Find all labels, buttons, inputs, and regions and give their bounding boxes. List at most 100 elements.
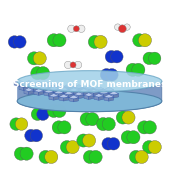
Circle shape [116, 111, 129, 124]
Circle shape [143, 121, 156, 134]
Polygon shape [79, 89, 89, 92]
Polygon shape [104, 97, 109, 101]
Polygon shape [79, 87, 84, 91]
Polygon shape [64, 86, 69, 91]
Polygon shape [54, 89, 59, 93]
Polygon shape [89, 88, 94, 92]
Circle shape [83, 134, 96, 147]
Circle shape [115, 24, 121, 30]
Polygon shape [109, 94, 114, 98]
Polygon shape [99, 93, 104, 97]
Polygon shape [109, 91, 119, 95]
Circle shape [74, 61, 82, 69]
Polygon shape [14, 80, 24, 83]
Circle shape [126, 63, 139, 76]
Polygon shape [94, 92, 99, 96]
Circle shape [94, 35, 107, 49]
Polygon shape [114, 94, 119, 98]
Circle shape [148, 140, 161, 154]
Circle shape [129, 150, 142, 163]
Circle shape [37, 67, 50, 80]
Polygon shape [104, 94, 114, 98]
Polygon shape [59, 85, 64, 90]
Polygon shape [54, 83, 64, 87]
Polygon shape [109, 90, 114, 94]
Polygon shape [49, 89, 54, 93]
Circle shape [47, 104, 60, 118]
Circle shape [47, 34, 60, 47]
Ellipse shape [17, 71, 162, 92]
Polygon shape [54, 90, 64, 94]
Polygon shape [94, 86, 104, 90]
Circle shape [121, 131, 134, 144]
Circle shape [138, 34, 151, 47]
Polygon shape [59, 94, 69, 98]
Circle shape [124, 24, 130, 30]
Polygon shape [34, 87, 38, 91]
Circle shape [80, 113, 93, 126]
Polygon shape [109, 97, 114, 101]
Polygon shape [99, 96, 104, 100]
Circle shape [20, 147, 33, 160]
Circle shape [25, 129, 37, 142]
Circle shape [88, 35, 101, 49]
Polygon shape [99, 90, 109, 94]
Polygon shape [79, 91, 84, 95]
Circle shape [53, 34, 66, 47]
Circle shape [83, 150, 96, 163]
Polygon shape [49, 96, 54, 100]
Polygon shape [104, 93, 109, 97]
Circle shape [89, 150, 102, 163]
Polygon shape [44, 85, 49, 89]
Polygon shape [34, 89, 43, 92]
Polygon shape [34, 81, 44, 85]
Polygon shape [54, 96, 59, 100]
Circle shape [106, 69, 118, 81]
Polygon shape [19, 82, 24, 86]
Polygon shape [39, 84, 44, 88]
Polygon shape [69, 95, 79, 99]
Circle shape [8, 36, 21, 48]
Circle shape [127, 131, 140, 144]
Polygon shape [29, 90, 33, 94]
Circle shape [148, 52, 161, 65]
Polygon shape [34, 84, 39, 88]
Polygon shape [59, 97, 64, 101]
Polygon shape [69, 86, 74, 91]
Circle shape [31, 67, 44, 80]
Polygon shape [84, 85, 94, 89]
Polygon shape [74, 85, 84, 88]
Circle shape [102, 138, 114, 150]
Polygon shape [29, 87, 34, 91]
Circle shape [52, 121, 65, 134]
Circle shape [58, 121, 71, 134]
PathPatch shape [17, 81, 162, 112]
Circle shape [111, 50, 123, 63]
Circle shape [118, 25, 126, 33]
Circle shape [135, 150, 148, 163]
Circle shape [66, 140, 79, 154]
Polygon shape [64, 91, 74, 95]
Polygon shape [69, 98, 74, 102]
Polygon shape [49, 93, 59, 97]
Polygon shape [69, 94, 74, 98]
Polygon shape [39, 88, 44, 92]
Polygon shape [54, 85, 59, 90]
Circle shape [122, 111, 135, 124]
Polygon shape [39, 85, 49, 89]
Polygon shape [14, 82, 19, 86]
Polygon shape [64, 94, 69, 98]
Polygon shape [24, 88, 33, 91]
Circle shape [53, 104, 66, 118]
Circle shape [143, 52, 156, 65]
Polygon shape [44, 92, 49, 96]
Polygon shape [94, 96, 99, 100]
Polygon shape [29, 84, 38, 88]
Circle shape [14, 147, 28, 160]
Polygon shape [64, 97, 69, 101]
Polygon shape [89, 92, 94, 96]
Polygon shape [89, 95, 94, 99]
Circle shape [14, 36, 26, 48]
Circle shape [31, 108, 44, 120]
Polygon shape [19, 84, 29, 87]
